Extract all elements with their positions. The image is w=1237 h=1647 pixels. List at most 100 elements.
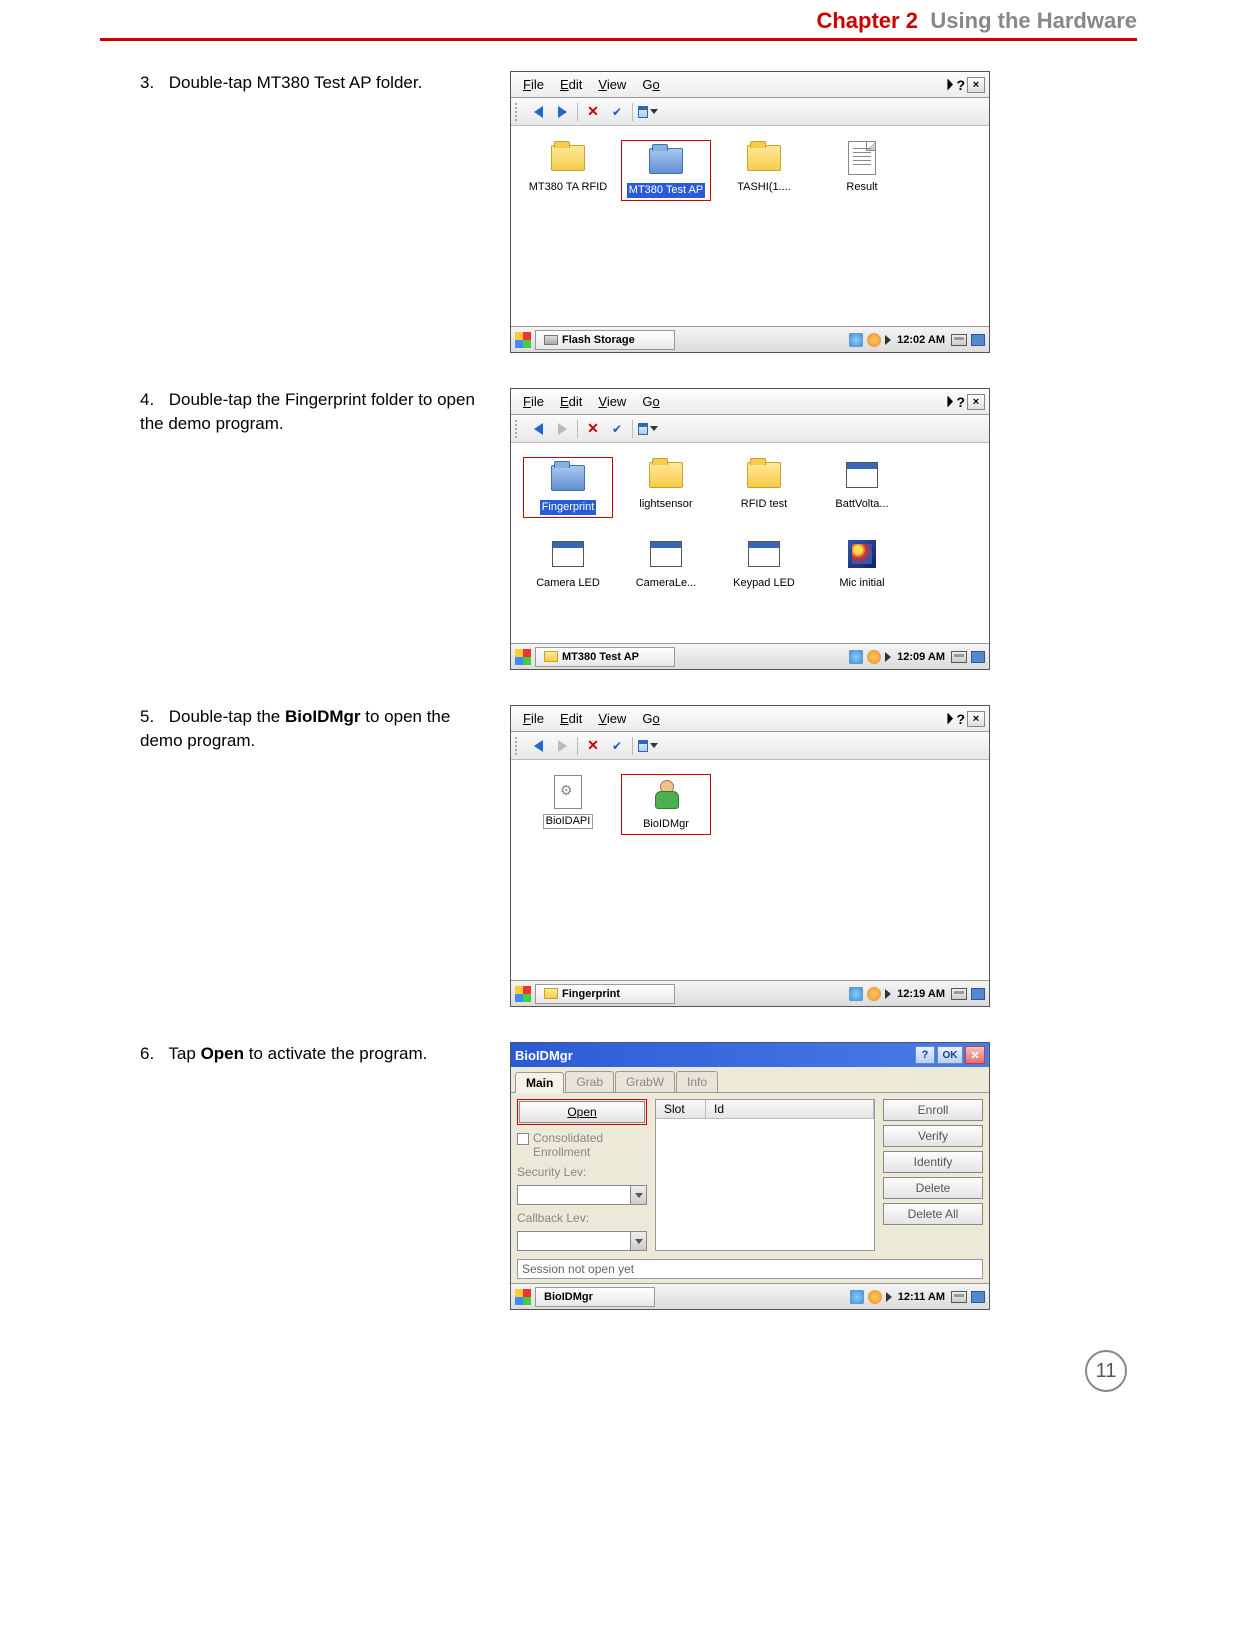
start-icon[interactable] — [515, 986, 531, 1002]
close-icon[interactable]: × — [967, 77, 985, 93]
file-item[interactable]: TASHI(1.... — [719, 140, 809, 201]
check-button[interactable]: ✔ — [606, 736, 628, 756]
tray-icon[interactable] — [868, 1290, 882, 1304]
file-item[interactable]: RFID test — [719, 457, 809, 518]
file-item[interactable]: BattVolta... — [817, 457, 907, 518]
system-tray: 12:02 AM — [849, 333, 985, 347]
file-label: RFID test — [739, 497, 789, 512]
tray-icon[interactable] — [867, 333, 881, 347]
close-button[interactable]: ✕ — [965, 1046, 985, 1064]
network-icon[interactable] — [971, 1291, 985, 1303]
delete-button[interactable]: Delete — [883, 1177, 983, 1199]
file-item[interactable]: Camera LED — [523, 536, 613, 591]
back-button[interactable] — [527, 102, 549, 122]
tray-arrow-icon[interactable] — [885, 652, 891, 662]
taskbar-button[interactable]: MT380 Test AP — [535, 647, 675, 667]
file-item[interactable]: CameraLe... — [621, 536, 711, 591]
identify-button[interactable]: Identify — [883, 1151, 983, 1173]
file-item[interactable]: BioIDAPI — [523, 774, 613, 835]
tray-icon[interactable] — [850, 1290, 864, 1304]
delete-button[interactable]: ✕ — [582, 102, 604, 122]
file-label: BattVolta... — [833, 497, 890, 512]
menu-go[interactable]: Go — [634, 75, 667, 94]
close-icon[interactable]: × — [967, 394, 985, 410]
tray-icon[interactable] — [849, 650, 863, 664]
menu-edit[interactable]: Edit — [552, 709, 590, 728]
menu-file[interactable]: File — [515, 709, 552, 728]
view-button[interactable] — [637, 102, 659, 122]
menu-file[interactable]: File — [515, 75, 552, 94]
verify-button[interactable]: Verify — [883, 1125, 983, 1147]
menu-view[interactable]: View — [590, 75, 634, 94]
file-item[interactable]: lightsensor — [621, 457, 711, 518]
menu-view[interactable]: View — [590, 392, 634, 411]
file-item[interactable]: Keypad LED — [719, 536, 809, 591]
tray-arrow-icon[interactable] — [886, 1292, 892, 1302]
start-icon[interactable] — [515, 649, 531, 665]
menu-go[interactable]: Go — [634, 392, 667, 411]
callback-combo[interactable] — [517, 1231, 647, 1251]
file-item[interactable]: Fingerprint — [523, 457, 613, 518]
view-button[interactable] — [637, 736, 659, 756]
security-combo[interactable] — [517, 1185, 647, 1205]
file-label: BioIDAPI — [543, 814, 594, 829]
tray-icon[interactable] — [849, 333, 863, 347]
file-item[interactable]: BioIDMgr — [621, 774, 711, 835]
network-icon[interactable] — [971, 334, 985, 346]
menu-go[interactable]: Go — [634, 709, 667, 728]
check-button[interactable]: ✔ — [606, 102, 628, 122]
step-5-text: 5. Double-tap the BioIDMgr to open the d… — [100, 705, 480, 1007]
ok-button[interactable]: OK — [937, 1046, 963, 1064]
back-button[interactable] — [527, 419, 549, 439]
delete-button[interactable]: ✕ — [582, 419, 604, 439]
taskbar-button[interactable]: Fingerprint — [535, 984, 675, 1004]
keyboard-icon[interactable] — [951, 988, 967, 1000]
tab-info[interactable]: Info — [676, 1071, 718, 1092]
taskbar-button[interactable]: Flash Storage — [535, 330, 675, 350]
menu-edit[interactable]: Edit — [552, 75, 590, 94]
help-icon[interactable]: ? — [947, 394, 965, 410]
help-icon[interactable]: ? — [947, 711, 965, 727]
keyboard-icon[interactable] — [951, 651, 967, 663]
file-item[interactable]: Mic initial — [817, 536, 907, 591]
enroll-button[interactable]: Enroll — [883, 1099, 983, 1121]
file-item[interactable]: Result — [817, 140, 907, 201]
forward-button[interactable] — [551, 419, 573, 439]
tab-grab[interactable]: Grab — [565, 1071, 614, 1092]
keyboard-icon[interactable] — [951, 1291, 967, 1303]
delete-button[interactable]: ✕ — [582, 736, 604, 756]
tray-icon[interactable] — [849, 987, 863, 1001]
tray-arrow-icon[interactable] — [885, 335, 891, 345]
tab-grabw[interactable]: GrabW — [615, 1071, 675, 1092]
start-icon[interactable] — [515, 1289, 531, 1305]
menu-view[interactable]: View — [590, 709, 634, 728]
file-item[interactable]: MT380 Test AP — [621, 140, 711, 201]
network-icon[interactable] — [971, 988, 985, 1000]
delete-all-button[interactable]: Delete All — [883, 1203, 983, 1225]
forward-button[interactable] — [551, 102, 573, 122]
view-button[interactable] — [637, 419, 659, 439]
help-icon[interactable]: ? — [947, 77, 965, 93]
network-icon[interactable] — [971, 651, 985, 663]
tray-icon[interactable] — [867, 987, 881, 1001]
forward-button[interactable] — [551, 736, 573, 756]
tray-icon[interactable] — [867, 650, 881, 664]
help-button[interactable]: ? — [915, 1046, 935, 1064]
step-3-text: 3. Double-tap MT380 Test AP folder. — [100, 71, 480, 353]
menu-file[interactable]: File — [515, 392, 552, 411]
file-item[interactable]: MT380 TA RFID — [523, 140, 613, 201]
start-icon[interactable] — [515, 332, 531, 348]
tab-main[interactable]: Main — [515, 1072, 564, 1093]
open-button[interactable]: Open — [519, 1101, 645, 1123]
close-icon[interactable]: × — [967, 711, 985, 727]
check-button[interactable]: ✔ — [606, 419, 628, 439]
status-text: Session not open yet — [517, 1259, 983, 1279]
back-button[interactable] — [527, 736, 549, 756]
keyboard-icon[interactable] — [951, 334, 967, 346]
menu-edit[interactable]: Edit — [552, 392, 590, 411]
consolidated-checkbox[interactable]: Consolidated Enrollment — [517, 1131, 647, 1159]
step-num: 3. — [140, 71, 164, 95]
file-icon — [744, 457, 784, 493]
tray-arrow-icon[interactable] — [885, 989, 891, 999]
taskbar-button[interactable]: BioIDMgr — [535, 1287, 655, 1307]
